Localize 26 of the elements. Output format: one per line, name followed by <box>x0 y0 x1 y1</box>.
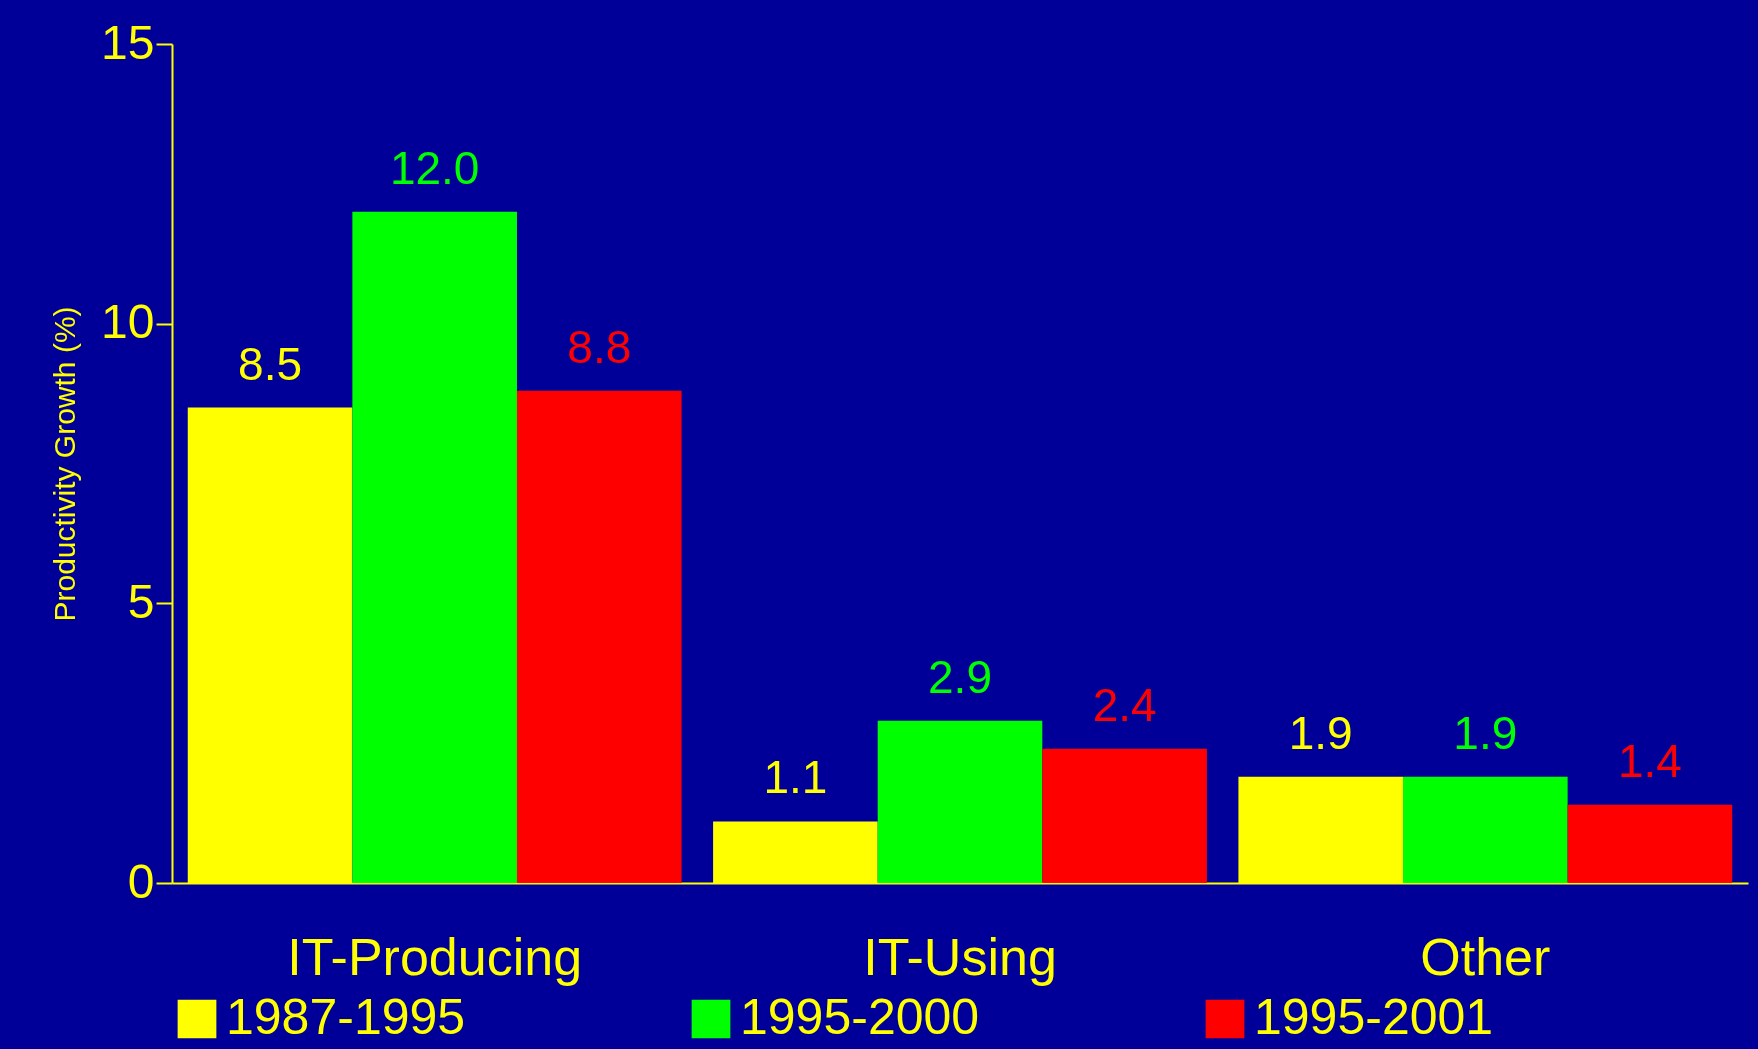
bar <box>1042 748 1207 883</box>
data-label: 8.5 <box>238 337 303 390</box>
data-label: 2.4 <box>1092 678 1157 731</box>
data-label: 1.9 <box>1288 706 1353 759</box>
bar <box>352 211 517 883</box>
data-label: 1.1 <box>763 751 828 804</box>
bar <box>1403 776 1568 883</box>
x-tick-label: Other <box>1420 927 1551 986</box>
bar <box>1567 804 1733 883</box>
data-label: 12.0 <box>389 141 480 194</box>
legend-label: 1995-2001 <box>1254 989 1494 1045</box>
data-label: 8.8 <box>567 320 632 373</box>
bar <box>877 720 1043 883</box>
legend-label: 1987-1995 <box>226 989 466 1045</box>
data-label: 2.9 <box>928 650 992 703</box>
data-label: 1.9 <box>1453 706 1518 759</box>
legend-label: 1995-2000 <box>740 989 980 1045</box>
x-tick-label: IT-Producing <box>287 927 583 986</box>
y-tick-label: 0 <box>127 854 155 908</box>
y-axis-title: Productivity Growth (%) <box>48 306 82 622</box>
data-label: 1.4 <box>1617 734 1682 787</box>
y-tick-label: 10 <box>101 295 155 349</box>
y-tick-label: 5 <box>127 574 155 628</box>
x-tick-label: IT-Using <box>863 927 1057 986</box>
y-tick-label: 15 <box>101 15 155 69</box>
bar <box>516 390 682 883</box>
